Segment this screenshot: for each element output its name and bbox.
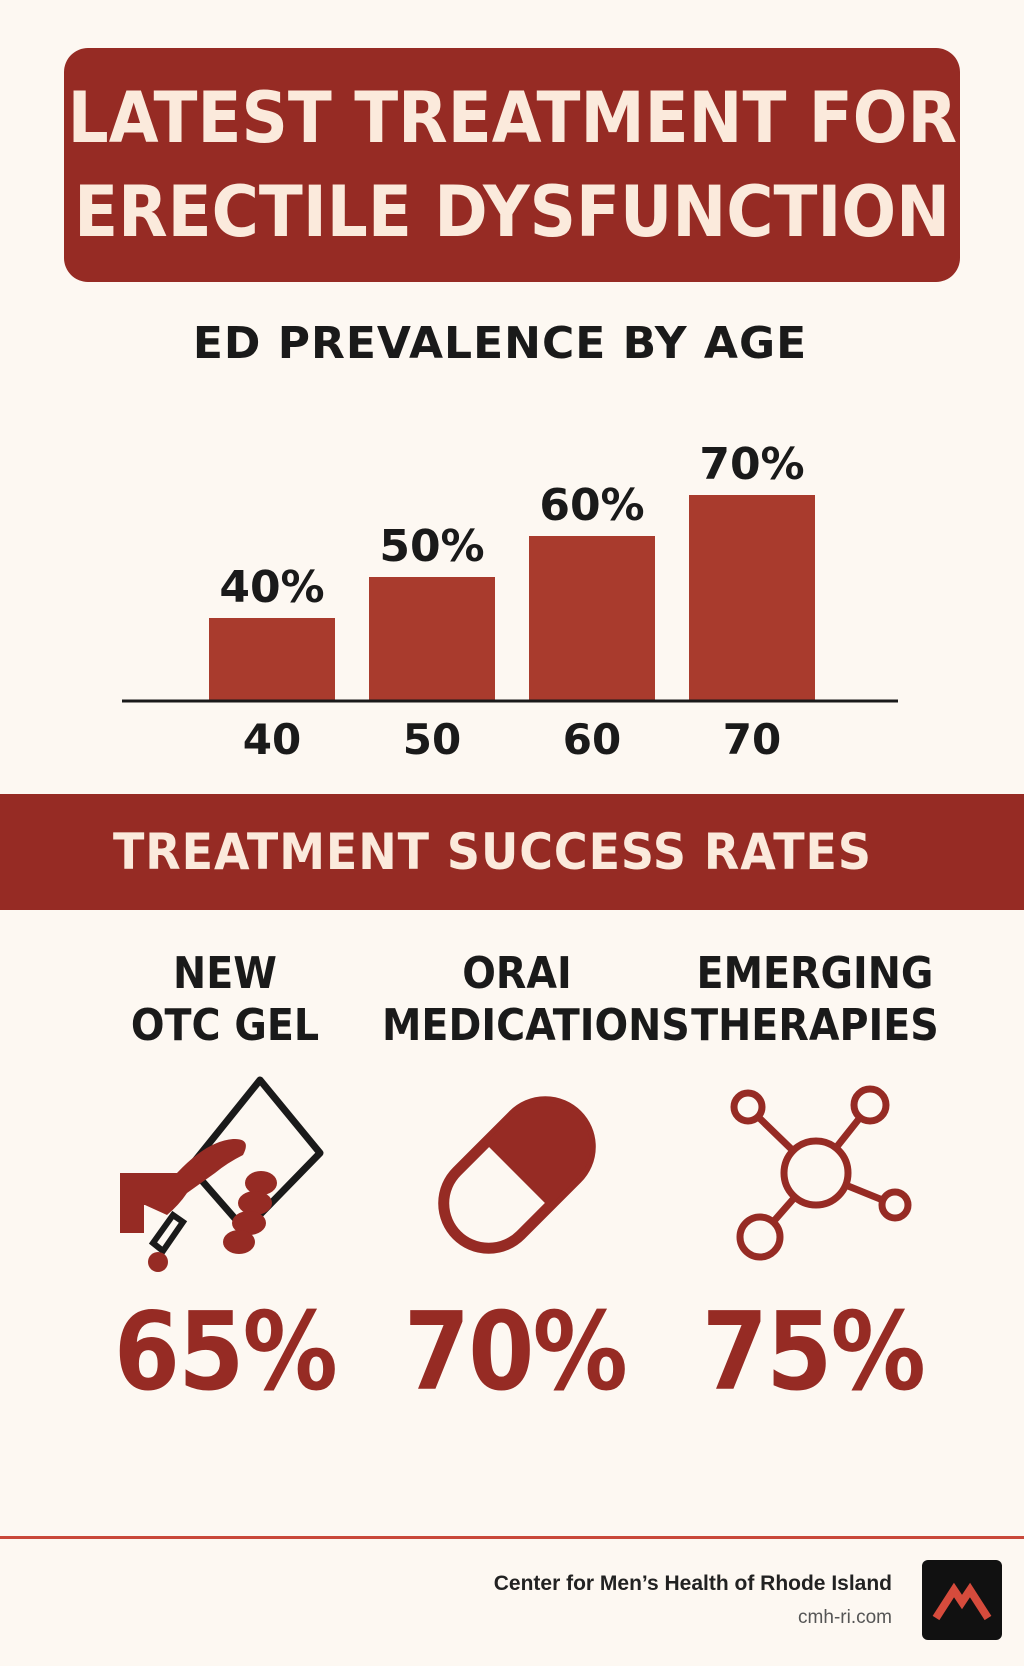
bar-age-40 <box>209 618 335 700</box>
bar-data-label: 50% <box>379 521 484 572</box>
bar-age-70 <box>689 495 815 700</box>
success-rate-emerging-therapies: 75% <box>701 1290 926 1415</box>
title-banner: LATEST TREATMENT FOR ERECTILE DYSFUNCTIO… <box>64 48 960 282</box>
treatment-label-emerging-therapies: EMERGING THERAPIES <box>680 948 950 1052</box>
gel-tube-hand-icon <box>120 1076 324 1272</box>
bar-data-label: 70% <box>699 439 804 490</box>
treatment-label-line: THERAPIES <box>691 1000 939 1051</box>
treatment-label-oral-medications: ORAI MEDICATIONS <box>382 948 690 1052</box>
x-tick-label: 60 <box>563 715 621 764</box>
bar-age-60 <box>529 536 655 700</box>
bar-data-label: 60% <box>539 480 644 531</box>
success-rates-banner: TREATMENT SUCCESS RATES <box>0 794 1024 910</box>
x-tick-label: 40 <box>243 715 301 764</box>
treatment-label-otc-gel: NEW OTC GEL <box>90 948 360 1052</box>
treatment-label-line: ORAI <box>462 948 572 999</box>
success-rate-oral-medications: 70% <box>403 1290 628 1415</box>
treatment-label-line: NEW <box>173 948 277 999</box>
title-line-1: LATEST TREATMENT FOR <box>67 77 957 159</box>
footer-organization: Center for Men’s Health of Rhode Island <box>493 1572 892 1595</box>
footer-divider <box>0 1536 1024 1539</box>
x-tick-label: 50 <box>403 715 461 764</box>
treatment-label-line: MEDICATIONS <box>382 1000 690 1051</box>
bar-age-50 <box>369 577 495 700</box>
bar-data-label: 40% <box>219 562 324 613</box>
title-line-2: ERECTILE DYSFUNCTION <box>74 171 950 253</box>
pill-capsule-icon <box>438 1096 596 1254</box>
mountain-logo-icon <box>922 1560 1002 1640</box>
treatment-label-line: OTC GEL <box>130 1000 320 1051</box>
success-rate-otc-gel: 65% <box>113 1290 338 1415</box>
chart-title: ED PREVALENCE BY AGE <box>192 318 808 369</box>
molecule-network-icon <box>730 1085 912 1261</box>
x-tick-label: 70 <box>723 715 781 764</box>
footer-url[interactable]: cmh-ri.com <box>798 1607 892 1628</box>
treatment-label-line: EMERGING <box>696 948 934 999</box>
prevalence-bar-chart: 40% 40 50% 50 60% 60 70% 70 <box>122 439 898 764</box>
success-rates-heading: TREATMENT SUCCESS RATES <box>112 823 872 881</box>
